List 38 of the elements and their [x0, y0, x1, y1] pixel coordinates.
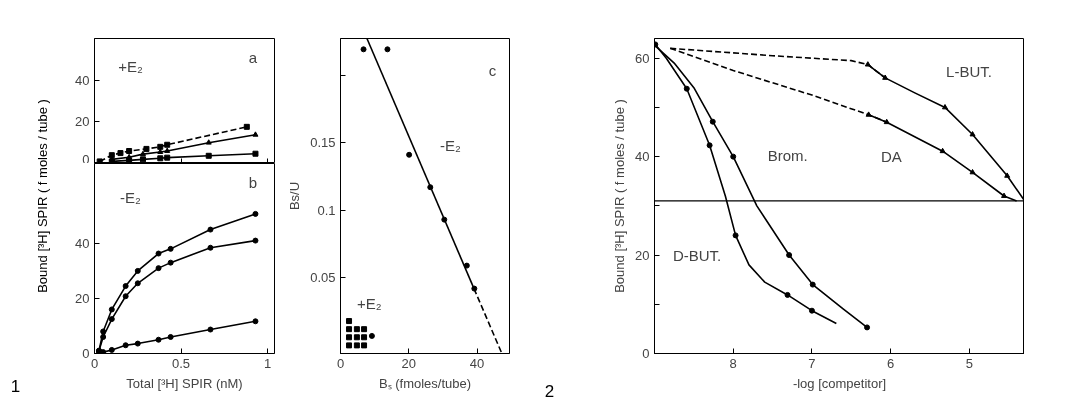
y-axis-title: Bs/U — [287, 181, 303, 211]
x-tick-label: 1 — [263, 355, 272, 371]
y-tick-label: 0.1 — [317, 202, 336, 218]
y-tick-label: 20 — [75, 290, 90, 306]
annotation: a — [248, 48, 258, 66]
x-axis-title: Bₛ (fmoles/tube) — [378, 375, 472, 391]
x-tick-label: 7 — [808, 355, 816, 371]
y-tick-label: 40 — [75, 235, 90, 251]
x-tick-label: 8 — [729, 355, 737, 371]
y-axis-title: Bound [³H] SPIR ( f moles / tube ) — [612, 99, 628, 293]
text: 1 — [10, 376, 21, 396]
y-tick-label: 20 — [635, 247, 650, 263]
text: 2 — [544, 381, 555, 401]
x-tick-label: 5 — [965, 355, 974, 371]
y-tick-label: 0 — [82, 151, 90, 167]
x-tick-label: 40 — [469, 355, 485, 371]
annotation: b — [248, 174, 258, 191]
x-tick-label: 6 — [887, 355, 895, 371]
annotation: -E₂ — [439, 137, 461, 155]
y-tick-label: 40 — [75, 72, 90, 88]
x-axis-title: Total [³H] SPIR (nM) — [126, 375, 243, 391]
annotation: L-BUT. — [946, 63, 992, 81]
annotation: DA — [880, 148, 902, 166]
y-tick-label: 20 — [75, 114, 90, 130]
annotation: -E₂ — [120, 189, 142, 207]
y-axis-title: Bound [³H] SPIR ( f moles / tube ) — [35, 99, 50, 293]
annotation: D-BUT. — [672, 247, 722, 265]
y-tick-label: 0.15 — [310, 135, 336, 151]
y-tick-label: 0.05 — [310, 270, 336, 286]
x-tick-label: 20 — [401, 355, 417, 371]
y-tick-label: 60 — [635, 50, 650, 66]
annotation: Brom. — [767, 146, 808, 164]
x-axis-title: -log [competitor] — [792, 375, 887, 391]
annotation: +E₂ — [356, 294, 382, 312]
x-tick-label: 0.5 — [172, 355, 191, 371]
y-tick-label: 40 — [635, 149, 650, 165]
annotation: c — [488, 61, 497, 79]
annotation: +E₂ — [118, 57, 143, 75]
